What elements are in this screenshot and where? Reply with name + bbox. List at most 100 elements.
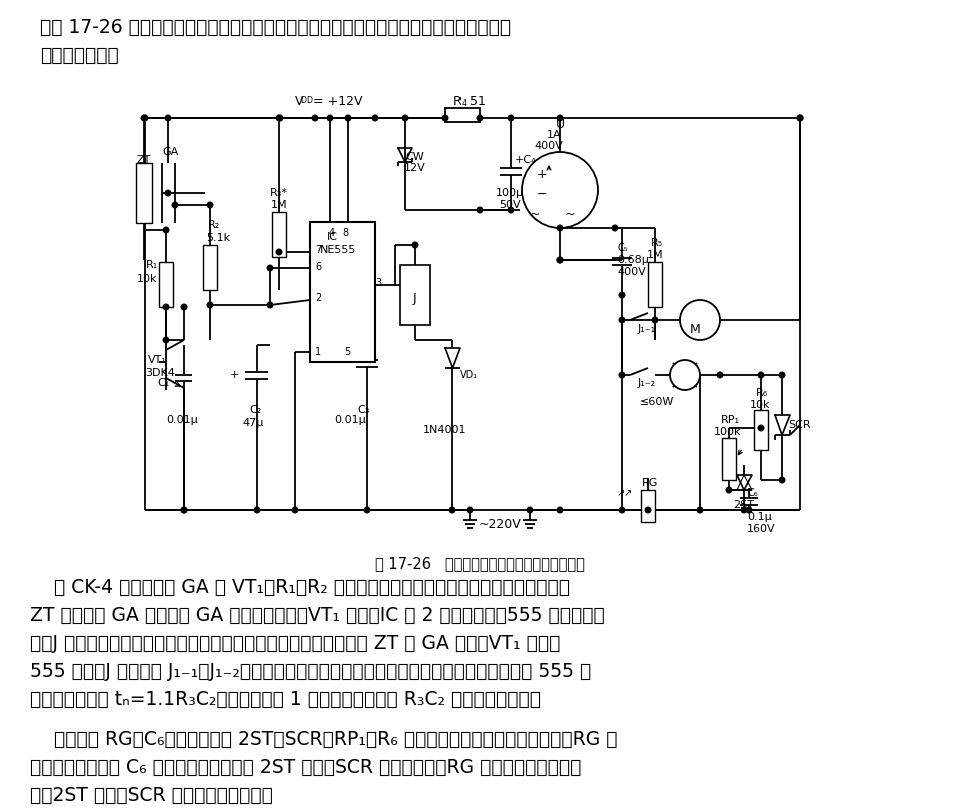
Text: R₃*: R₃* bbox=[270, 188, 288, 198]
Circle shape bbox=[612, 225, 618, 231]
Text: NE555: NE555 bbox=[320, 245, 356, 255]
Text: $'_4$: $'_4$ bbox=[458, 95, 468, 109]
Text: 10k: 10k bbox=[136, 274, 157, 284]
Text: VD₁: VD₁ bbox=[460, 370, 478, 380]
Circle shape bbox=[477, 207, 483, 212]
Circle shape bbox=[680, 300, 720, 340]
Text: C₂: C₂ bbox=[249, 405, 261, 415]
Text: 100k: 100k bbox=[714, 427, 742, 437]
Text: 4: 4 bbox=[329, 228, 335, 238]
Text: ≤60W: ≤60W bbox=[640, 397, 674, 407]
Text: 1M: 1M bbox=[647, 250, 663, 260]
Text: 2: 2 bbox=[315, 293, 322, 303]
Text: IC: IC bbox=[327, 232, 338, 242]
Text: 0.01μ: 0.01μ bbox=[334, 415, 366, 425]
Text: ↗↗: ↗↗ bbox=[616, 488, 633, 498]
Text: +: + bbox=[229, 370, 239, 380]
Text: ZT: ZT bbox=[137, 155, 151, 165]
Circle shape bbox=[181, 304, 187, 310]
Circle shape bbox=[758, 372, 764, 378]
Circle shape bbox=[165, 191, 171, 195]
Text: 6: 6 bbox=[315, 262, 322, 272]
Text: 流电路等组成。: 流电路等组成。 bbox=[40, 46, 119, 65]
Circle shape bbox=[797, 115, 803, 121]
Text: 5: 5 bbox=[344, 347, 350, 357]
Text: 8: 8 bbox=[342, 228, 348, 238]
Circle shape bbox=[780, 477, 784, 483]
Circle shape bbox=[797, 115, 803, 121]
Circle shape bbox=[508, 115, 514, 121]
Circle shape bbox=[619, 317, 625, 323]
Bar bbox=[272, 212, 286, 257]
Circle shape bbox=[163, 304, 169, 310]
Text: C₆: C₆ bbox=[747, 488, 757, 498]
Text: 稳态的延迟时间 tₙ=1.1R₃C₂，图示参数约 1 分钟，可通过改变 R₃C₂ 时间常数来调节。: 稳态的延迟时间 tₙ=1.1R₃C₂，图示参数约 1 分钟，可通过改变 R₃C₂… bbox=[30, 690, 541, 709]
Circle shape bbox=[449, 507, 455, 513]
Text: CW: CW bbox=[406, 152, 424, 162]
Text: ~: ~ bbox=[564, 208, 575, 221]
Circle shape bbox=[741, 507, 747, 513]
Circle shape bbox=[726, 487, 732, 493]
Text: 47μ: 47μ bbox=[242, 418, 264, 428]
Text: R₁: R₁ bbox=[146, 260, 158, 270]
Text: R₆: R₆ bbox=[756, 388, 768, 398]
Circle shape bbox=[276, 249, 282, 255]
Text: 如图 17-26 所示，控制器电路由磁控电子开关、单稳态延时电路、照明控制电路及降压整: 如图 17-26 所示，控制器电路由磁控电子开关、单稳态延时电路、照明控制电路及… bbox=[40, 18, 511, 37]
Text: +C₄: +C₄ bbox=[515, 155, 537, 165]
Bar bbox=[648, 262, 662, 307]
Text: ZT 与干簧管 GA 贴近，使 GA 内两触片分离，VT₁ 截止，IC 的 2 脚为高电位，555 处于复位状: ZT 与干簧管 GA 贴近，使 GA 内两触片分离，VT₁ 截止，IC 的 2 … bbox=[30, 606, 605, 625]
Circle shape bbox=[327, 115, 333, 121]
Circle shape bbox=[557, 257, 563, 263]
Circle shape bbox=[717, 372, 723, 378]
Circle shape bbox=[346, 115, 350, 121]
Bar bbox=[159, 262, 173, 307]
Text: +: + bbox=[537, 168, 547, 181]
Bar bbox=[203, 245, 217, 290]
Bar bbox=[310, 222, 375, 362]
Text: RP₁: RP₁ bbox=[721, 415, 739, 425]
Text: M: M bbox=[689, 323, 701, 336]
Circle shape bbox=[652, 317, 658, 323]
Text: 1A: 1A bbox=[546, 130, 562, 140]
Text: 7: 7 bbox=[315, 245, 322, 255]
Bar bbox=[641, 490, 655, 522]
Circle shape bbox=[468, 507, 472, 513]
Circle shape bbox=[207, 202, 213, 208]
Text: RG: RG bbox=[642, 478, 659, 488]
Circle shape bbox=[477, 115, 483, 121]
Circle shape bbox=[163, 337, 169, 343]
Bar bbox=[754, 410, 768, 450]
Text: SCR: SCR bbox=[788, 420, 810, 430]
Text: R₅: R₅ bbox=[651, 238, 663, 248]
Text: C₅: C₅ bbox=[618, 243, 629, 253]
Text: C₁: C₁ bbox=[157, 378, 170, 388]
Text: ~: ~ bbox=[530, 208, 540, 221]
Circle shape bbox=[557, 225, 563, 231]
Circle shape bbox=[508, 207, 514, 212]
Text: 160V: 160V bbox=[747, 524, 776, 534]
Circle shape bbox=[527, 507, 533, 513]
Text: 1: 1 bbox=[315, 347, 322, 357]
Text: 光敏电阵 RG、C₆、触发二极管 2ST、SCR、RP₁、R₆ 组成照明控制电路。白天光照强，RG 内: 光敏电阵 RG、C₆、触发二极管 2ST、SCR、RP₁、R₆ 组成照明控制电路… bbox=[30, 730, 617, 749]
Text: 由 CK-4 型磁控开关 GA 和 VT₁、R₁、R₂ 组成电子开关。当厕所门关上后，由于永久磁铁: 由 CK-4 型磁控开关 GA 和 VT₁、R₁、R₂ 组成电子开关。当厕所门关… bbox=[30, 578, 570, 597]
Text: GA: GA bbox=[162, 147, 179, 157]
Circle shape bbox=[443, 115, 447, 121]
Text: 3: 3 bbox=[375, 278, 381, 288]
Circle shape bbox=[780, 372, 784, 378]
Circle shape bbox=[412, 242, 418, 248]
Bar bbox=[722, 438, 736, 480]
Text: 10k: 10k bbox=[750, 400, 770, 410]
Text: C₃: C₃ bbox=[358, 405, 371, 415]
Circle shape bbox=[277, 115, 283, 121]
Circle shape bbox=[207, 303, 213, 308]
Circle shape bbox=[312, 115, 318, 121]
Text: 路，2ST 导通，SCR 导通，照明灯点亮。: 路，2ST 导通，SCR 导通，照明灯点亮。 bbox=[30, 786, 273, 805]
Text: 态，J 释放，换气扇和照明灯无电供应。当有人上厕所时，门开，使 ZT 和 GA 分离，VT₁ 导通，: 态，J 释放，换气扇和照明灯无电供应。当有人上厕所时，门开，使 ZT 和 GA … bbox=[30, 634, 561, 653]
Circle shape bbox=[402, 115, 408, 121]
Text: $_{\rm DD}$: $_{\rm DD}$ bbox=[300, 95, 314, 107]
Circle shape bbox=[141, 115, 147, 121]
Text: 12V: 12V bbox=[404, 163, 426, 173]
Circle shape bbox=[142, 115, 148, 121]
Text: 0.1μ: 0.1μ bbox=[747, 512, 772, 522]
Circle shape bbox=[292, 507, 298, 513]
